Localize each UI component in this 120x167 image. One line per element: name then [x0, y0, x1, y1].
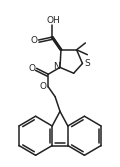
Text: O: O [28, 64, 35, 73]
Text: OH: OH [46, 16, 60, 25]
Text: O: O [30, 36, 37, 45]
Text: N: N [53, 62, 60, 71]
Text: S: S [84, 59, 90, 68]
Text: O: O [40, 82, 47, 91]
